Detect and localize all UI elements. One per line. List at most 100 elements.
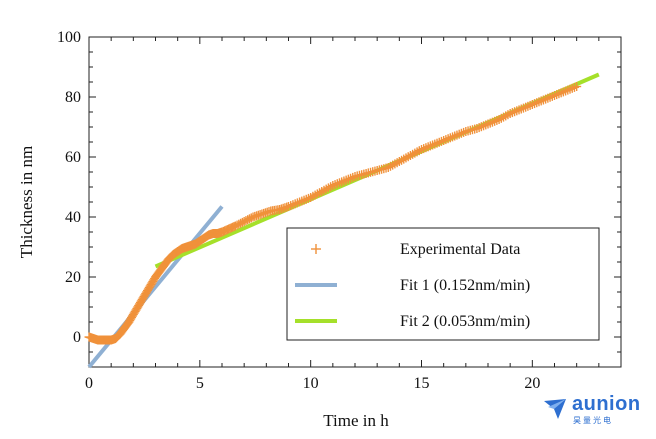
data-point: [428, 140, 438, 150]
data-point: [456, 128, 466, 138]
legend-label: Experimental Data: [400, 241, 520, 258]
data-point: [565, 84, 575, 94]
logo-name: aunion: [572, 393, 641, 415]
aunion-logo: aunion 昊量光电: [542, 393, 642, 427]
data-point: [505, 109, 515, 118]
data-point: [288, 200, 298, 210]
data-point: [432, 138, 442, 148]
y-axis: 0 20 40 60 80 100: [57, 29, 621, 368]
data-point: [550, 91, 559, 100]
data-point: [290, 199, 300, 209]
data-point: [454, 129, 464, 139]
aunion-logo-mark-icon: [544, 399, 566, 419]
data-point: [450, 131, 460, 141]
y-tick-label: 100: [57, 29, 81, 46]
data-point: [534, 97, 544, 107]
data-point: [326, 182, 336, 192]
data-point: [286, 201, 296, 211]
x-tick-label: 5: [196, 375, 204, 392]
data-point: [527, 100, 537, 109]
data-point: [536, 96, 546, 106]
y-tick-label: 40: [65, 209, 81, 226]
y-tick-label: 80: [65, 89, 81, 106]
data-point: [439, 136, 449, 145]
legend-box: [286, 227, 600, 341]
legend: Experimental Data Fit 1 (0.152nm/min) Fit …: [286, 227, 600, 341]
data-point: [512, 106, 522, 116]
data-point: [434, 137, 444, 147]
data-point: [563, 85, 573, 95]
data-point: [569, 82, 579, 92]
data-point: [545, 92, 555, 102]
data-point: [514, 105, 524, 115]
data-point: [561, 86, 571, 96]
data-point: [448, 132, 458, 142]
data-point: [419, 144, 429, 154]
data-point: [292, 198, 302, 208]
y-axis-title: Thickness in nm: [17, 146, 36, 258]
data-point: [554, 89, 564, 99]
data-point: [521, 102, 531, 112]
legend-item: Fit 2 (0.053nm/min): [295, 313, 530, 330]
data-point: [476, 122, 486, 132]
data-point: [481, 120, 491, 130]
data-point: [297, 196, 307, 206]
y-tick-label: 0: [73, 329, 81, 346]
data-point: [425, 141, 435, 151]
x-tick-label: 20: [524, 375, 540, 392]
data-point: [516, 104, 526, 114]
data-point: [328, 181, 338, 190]
data-point: [483, 119, 493, 129]
data-point: [556, 88, 566, 98]
data-point: [472, 124, 482, 133]
y-tick-label: 20: [65, 269, 81, 286]
data-point: [417, 145, 426, 154]
y-tick-label: 60: [65, 149, 81, 166]
data-point: [474, 123, 484, 133]
data-point: [518, 103, 528, 113]
data-point: [452, 130, 462, 140]
data-point: [441, 135, 451, 145]
data-point: [541, 94, 551, 104]
x-axis-title: Time in h: [323, 411, 389, 430]
data-point: [311, 244, 321, 254]
data-point: [334, 178, 344, 188]
logo-subtitle: 昊量光电: [573, 416, 613, 425]
data-point: [510, 107, 520, 117]
data-point: [330, 180, 340, 190]
data-point: [523, 101, 533, 111]
legend-label: Fit 1 (0.152nm/min): [400, 277, 530, 294]
data-point: [459, 127, 469, 137]
series-layer: [84, 72, 600, 369]
data-point: [303, 193, 313, 203]
x-tick-label: 10: [303, 375, 319, 392]
data-point: [530, 99, 540, 109]
data-point: [538, 95, 548, 105]
data-point: [423, 142, 433, 152]
x-tick-label: 0: [85, 375, 93, 392]
data-point: [284, 202, 293, 211]
data-point: [547, 91, 557, 101]
data-point: [430, 139, 440, 149]
legend-item: Experimental Data: [311, 241, 520, 258]
data-point: [299, 195, 309, 205]
data-point: [421, 143, 431, 153]
data-point: [552, 90, 562, 100]
data-point: [507, 108, 517, 118]
data-point: [443, 134, 453, 144]
data-point: [414, 146, 424, 156]
data-point: [485, 118, 495, 128]
data-point: [348, 172, 358, 182]
data-point: [445, 133, 455, 143]
x-axis: 0 5 10 15 20: [85, 37, 622, 392]
data-point: [339, 176, 349, 186]
data-point: [558, 87, 568, 97]
x-tick-label: 15: [414, 375, 430, 392]
data-point: [487, 117, 497, 127]
data-point: [343, 174, 353, 184]
data-point: [301, 194, 311, 204]
data-point: [341, 175, 351, 185]
data-point: [525, 100, 535, 110]
data-point: [503, 110, 513, 120]
